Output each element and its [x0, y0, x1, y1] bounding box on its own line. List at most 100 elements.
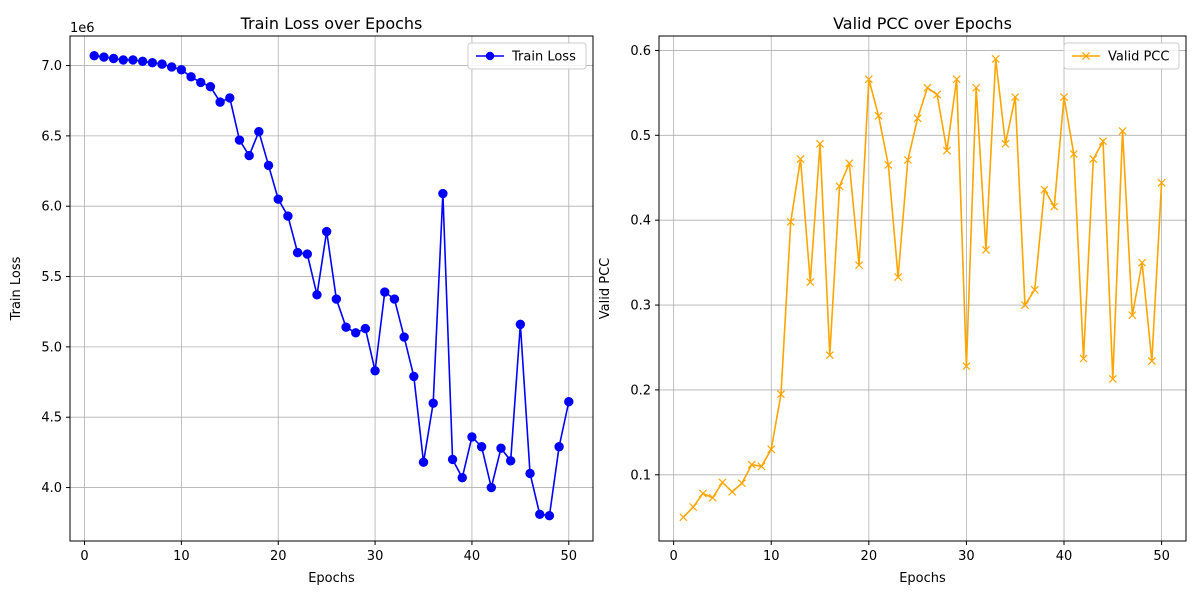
data-point — [108, 53, 119, 64]
data-point — [679, 513, 688, 522]
y-tick-label: 0.2 — [630, 383, 651, 398]
y-offset-label: 1e6 — [70, 21, 95, 36]
data-point — [757, 462, 766, 471]
x-axis-label: Epochs — [308, 571, 355, 586]
data-point — [816, 139, 825, 148]
x-tick-label: 20 — [270, 549, 287, 564]
data-point — [321, 226, 332, 237]
data-point — [496, 443, 506, 453]
data-point — [486, 482, 497, 493]
data-point — [505, 456, 516, 466]
data-point — [418, 457, 429, 467]
data-point — [234, 135, 245, 145]
data-point — [796, 155, 805, 164]
data-point — [467, 432, 477, 442]
x-tick-label: 10 — [763, 549, 780, 564]
data-point — [1128, 311, 1137, 320]
data-point — [806, 278, 815, 287]
data-point — [767, 445, 776, 454]
data-point — [447, 454, 458, 465]
data-point — [399, 332, 409, 342]
data-point — [215, 97, 225, 107]
data-point — [962, 362, 971, 371]
data-point — [884, 160, 893, 170]
data-point — [1118, 127, 1127, 136]
data-point — [147, 58, 158, 68]
data-point — [360, 323, 371, 334]
data-point — [544, 510, 555, 521]
data-point — [535, 509, 545, 519]
data-point — [1089, 155, 1098, 164]
y-tick-label: 7.0 — [41, 59, 62, 74]
data-point — [137, 56, 148, 67]
data-point — [845, 159, 854, 168]
data-point — [438, 188, 448, 199]
data-point — [351, 328, 361, 338]
legend-label: Valid PCC — [1108, 50, 1169, 65]
data-point — [825, 351, 834, 360]
y-axis-label: Train Loss — [9, 256, 24, 321]
legend-box — [467, 42, 587, 70]
data-point — [244, 150, 254, 161]
data-point — [283, 211, 293, 221]
data-point — [186, 72, 196, 82]
y-tick-label: 4.0 — [41, 481, 62, 496]
chart-title: Valid PCC over Epochs — [833, 14, 1012, 33]
data-point — [428, 398, 438, 408]
y-axis-label: Valid PCC — [598, 258, 613, 319]
data-point — [176, 65, 187, 75]
data-point — [157, 59, 167, 69]
data-point — [380, 287, 390, 297]
x-tick-label: 30 — [958, 549, 975, 564]
data-point — [525, 468, 535, 479]
y-tick-label: 0.5 — [630, 129, 651, 144]
data-point — [166, 62, 177, 72]
legend-label: Train Loss — [511, 50, 576, 65]
data-point — [1020, 301, 1029, 310]
data-point — [292, 247, 303, 258]
data-point — [564, 397, 574, 407]
data-point — [1059, 93, 1069, 102]
data-point — [737, 479, 746, 488]
data-point — [864, 75, 873, 84]
x-tick-label: 0 — [669, 549, 677, 564]
data-point — [128, 55, 138, 65]
data-point — [1108, 374, 1117, 383]
data-point — [409, 371, 419, 382]
data-point — [1147, 357, 1156, 366]
data-point — [855, 261, 864, 270]
data-point — [1138, 258, 1147, 267]
data-point — [894, 273, 903, 282]
data-point — [1069, 149, 1078, 158]
data-point — [389, 294, 400, 304]
y-tick-label: 0.6 — [630, 44, 651, 59]
data-point — [1030, 285, 1039, 294]
data-point — [263, 160, 274, 171]
data-point — [205, 81, 216, 92]
y-tick-label: 4.5 — [41, 411, 62, 426]
x-tick-label: 40 — [1056, 549, 1073, 564]
y-tick-label: 6.5 — [41, 129, 62, 144]
y-tick-label: 6.0 — [41, 200, 62, 215]
data-point — [923, 83, 932, 92]
data-point — [718, 478, 727, 487]
x-axis-label: Epochs — [899, 571, 946, 586]
legend-box — [1063, 42, 1180, 70]
chart-title: Train Loss over Epochs — [240, 14, 423, 33]
data-point — [952, 75, 961, 84]
data-point — [341, 322, 351, 332]
data-point — [254, 126, 264, 137]
data-point — [1050, 202, 1059, 211]
data-point — [457, 472, 467, 483]
data-point — [942, 146, 951, 155]
series-line — [682, 58, 1163, 518]
legend-marker — [485, 51, 495, 61]
x-tick-label: 50 — [561, 549, 578, 564]
data-point — [981, 245, 990, 254]
data-point — [1079, 354, 1088, 363]
data-point — [331, 294, 342, 304]
data-point — [312, 290, 322, 300]
data-point — [708, 493, 717, 502]
y-tick-label: 0.3 — [630, 299, 651, 314]
